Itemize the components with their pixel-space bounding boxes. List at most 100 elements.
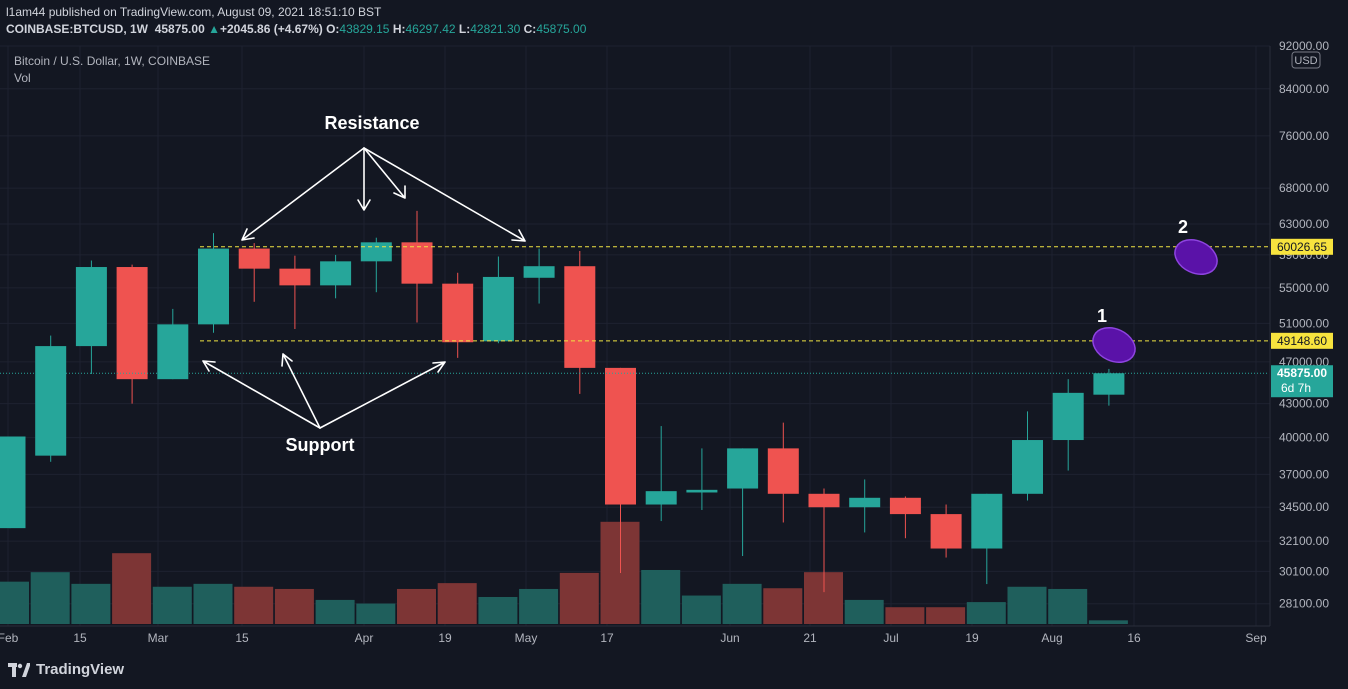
support-arrow bbox=[319, 361, 446, 429]
volume-bar bbox=[926, 607, 966, 624]
legend-title: Bitcoin / U.S. Dollar, 1W, COINBASE bbox=[14, 54, 211, 68]
time-tick-label: 19 bbox=[438, 631, 452, 645]
volume-bar bbox=[193, 583, 233, 624]
price-tick-label: 68000.00 bbox=[1279, 181, 1329, 195]
countdown-label: 6d 7h bbox=[1281, 381, 1311, 395]
marker-1-label: 1 bbox=[1097, 306, 1107, 326]
volume-bar bbox=[315, 599, 355, 624]
time-axis[interactable]: Feb 15 Mar 15 Apr 19 May 17 Jun 21 Jul 19 Aug 16 Sep bbox=[0, 625, 1270, 645]
candle bbox=[320, 254, 352, 299]
volume-bar bbox=[519, 588, 559, 624]
change-up-icon: ▲ bbox=[208, 22, 220, 36]
volume-bar bbox=[763, 588, 803, 624]
time-tick-label: 17 bbox=[600, 631, 614, 645]
level-tag bbox=[1271, 238, 1333, 255]
candle bbox=[401, 210, 433, 323]
resistance-arrow bbox=[241, 147, 365, 241]
time-tick-label: May bbox=[515, 631, 538, 645]
low-label: L: bbox=[458, 22, 471, 36]
tradingview-logo-icon bbox=[8, 662, 30, 677]
volume-bar bbox=[437, 583, 477, 624]
candle bbox=[35, 335, 67, 462]
close-value: 45875.00 bbox=[536, 22, 587, 36]
volume-bar bbox=[274, 588, 314, 624]
candle bbox=[930, 504, 962, 558]
level-tag-label: 60026.65 bbox=[1277, 240, 1327, 254]
support-label: Support bbox=[286, 435, 355, 455]
time-tick-label: Apr bbox=[355, 631, 374, 645]
candle bbox=[1093, 368, 1125, 406]
candle bbox=[727, 448, 759, 557]
price-change: +2045.86 (+4.67%) bbox=[219, 22, 323, 36]
price-axis[interactable]: 92000.00 84000.00 76000.00 68000.00 63000.00… bbox=[1269, 39, 1329, 626]
open-label: O: bbox=[326, 22, 340, 36]
currency-badge[interactable] bbox=[1291, 51, 1321, 69]
candle bbox=[605, 367, 636, 573]
price-tick-label: 51000.00 bbox=[1279, 316, 1329, 330]
volume-bar bbox=[112, 553, 152, 624]
close-label: C: bbox=[523, 22, 537, 36]
volume-bar bbox=[1048, 588, 1088, 624]
candle bbox=[482, 256, 514, 344]
price-tick-label: 28100.00 bbox=[1279, 597, 1329, 611]
resistance-label: Resistance bbox=[324, 113, 419, 133]
support-arrow bbox=[281, 353, 321, 429]
time-tick-label: Feb bbox=[0, 631, 19, 645]
price-tick-label: 40000.00 bbox=[1279, 431, 1329, 445]
candle bbox=[564, 250, 596, 394]
resistance-arrow bbox=[363, 147, 526, 242]
volume-bar bbox=[0, 581, 29, 624]
open-value: 43829.15 bbox=[339, 22, 390, 36]
low-value: 42821.30 bbox=[470, 22, 521, 36]
currency-label: USD bbox=[1294, 55, 1317, 67]
brand[interactable]: TradingView bbox=[8, 661, 124, 678]
time-tick-label: Aug bbox=[1041, 631, 1062, 645]
price-chart[interactable]: Resistance Support 2 1 92000.00 84000.00 7… bbox=[0, 0, 1348, 654]
candle bbox=[157, 308, 189, 380]
last-price-tag bbox=[1271, 365, 1333, 398]
price-tick-label: 84000.00 bbox=[1279, 82, 1329, 96]
level-tag bbox=[1271, 332, 1333, 349]
time-tick-label: Mar bbox=[148, 631, 169, 645]
time-tick-label: 19 bbox=[965, 631, 979, 645]
level-lines bbox=[0, 246, 1268, 374]
candle bbox=[75, 260, 107, 375]
symbol-label: COINBASE:BTCUSD, 1W bbox=[6, 22, 149, 36]
annotation-arrows bbox=[202, 147, 526, 429]
brand-label: TradingView bbox=[36, 661, 125, 678]
marker-2 bbox=[1174, 239, 1218, 275]
price-tick-label: 63000.00 bbox=[1279, 217, 1329, 231]
volume-bar bbox=[71, 583, 111, 624]
level-tag-label: 49148.60 bbox=[1277, 334, 1327, 348]
support-arrow bbox=[202, 360, 321, 429]
high-label: H: bbox=[392, 22, 406, 36]
time-tick-label: 15 bbox=[73, 631, 87, 645]
price-tick-label: 92000.00 bbox=[1279, 39, 1329, 53]
high-value: 46297.42 bbox=[405, 22, 456, 36]
price-tick-label: 34500.00 bbox=[1279, 500, 1329, 514]
resistance-arrow bbox=[363, 147, 406, 199]
volume-bar bbox=[844, 599, 884, 624]
volume-bar bbox=[966, 602, 1006, 624]
candle bbox=[849, 479, 881, 533]
candle bbox=[686, 448, 718, 510]
price-tick-label: 37000.00 bbox=[1279, 467, 1329, 481]
time-tick-label: Jul bbox=[883, 631, 898, 645]
time-tick-label: Jun bbox=[720, 631, 739, 645]
volume-bar bbox=[152, 586, 192, 624]
volume-bar bbox=[681, 595, 721, 624]
time-tick-label: Sep bbox=[1245, 631, 1267, 645]
volume-bar bbox=[1088, 620, 1128, 624]
volume-bar bbox=[478, 596, 518, 624]
volume-bar bbox=[1007, 586, 1047, 624]
price-tick-label: 76000.00 bbox=[1279, 129, 1329, 143]
ohlc-line: COINBASE:BTCUSD, 1W 45875.00 ▲+2045.86 (… bbox=[6, 22, 586, 36]
candle bbox=[279, 255, 311, 329]
last-price-tag-label: 45875.00 bbox=[1277, 366, 1327, 380]
marker-1 bbox=[1092, 327, 1136, 363]
price-tick-label: 43000.00 bbox=[1279, 397, 1329, 411]
volume-bar bbox=[722, 583, 762, 624]
marker-2-label: 2 bbox=[1178, 217, 1188, 237]
time-tick-label: 15 bbox=[235, 631, 249, 645]
volume-bar bbox=[397, 588, 436, 624]
